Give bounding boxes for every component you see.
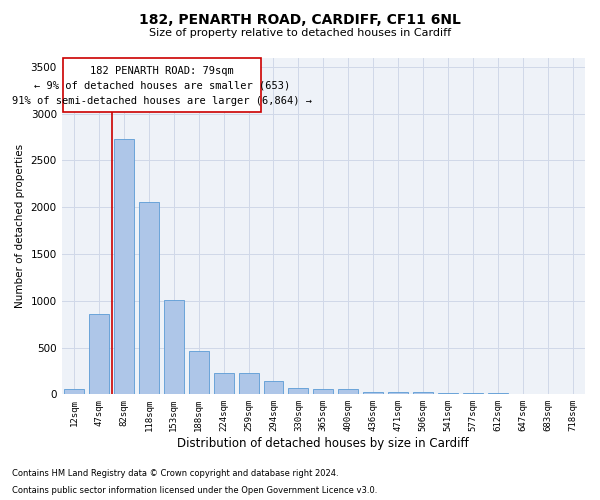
Bar	[214, 373, 233, 394]
Bar	[189, 352, 209, 395]
Bar	[114, 139, 134, 394]
Bar	[164, 300, 184, 394]
X-axis label: Distribution of detached houses by size in Cardiff: Distribution of detached houses by size …	[178, 437, 469, 450]
Bar	[363, 392, 383, 394]
Text: 182, PENARTH ROAD, CARDIFF, CF11 6NL: 182, PENARTH ROAD, CARDIFF, CF11 6NL	[139, 12, 461, 26]
Text: 91% of semi-detached houses are larger (6,864) →: 91% of semi-detached houses are larger (…	[12, 96, 312, 106]
Text: Contains HM Land Registry data © Crown copyright and database right 2024.: Contains HM Land Registry data © Crown c…	[12, 468, 338, 477]
Bar	[89, 314, 109, 394]
Bar	[388, 392, 408, 394]
Text: ← 9% of detached houses are smaller (653): ← 9% of detached houses are smaller (653…	[34, 81, 290, 91]
Text: Size of property relative to detached houses in Cardiff: Size of property relative to detached ho…	[149, 28, 451, 38]
Bar	[338, 389, 358, 394]
Bar	[139, 202, 159, 394]
Bar	[64, 389, 84, 394]
Y-axis label: Number of detached properties: Number of detached properties	[15, 144, 25, 308]
Bar	[263, 381, 283, 394]
Text: 182 PENARTH ROAD: 79sqm: 182 PENARTH ROAD: 79sqm	[90, 66, 234, 76]
Bar	[413, 392, 433, 394]
Text: Contains public sector information licensed under the Open Government Licence v3: Contains public sector information licen…	[12, 486, 377, 495]
Bar	[313, 389, 334, 394]
Bar	[239, 373, 259, 394]
Bar	[289, 388, 308, 394]
FancyBboxPatch shape	[63, 58, 261, 112]
